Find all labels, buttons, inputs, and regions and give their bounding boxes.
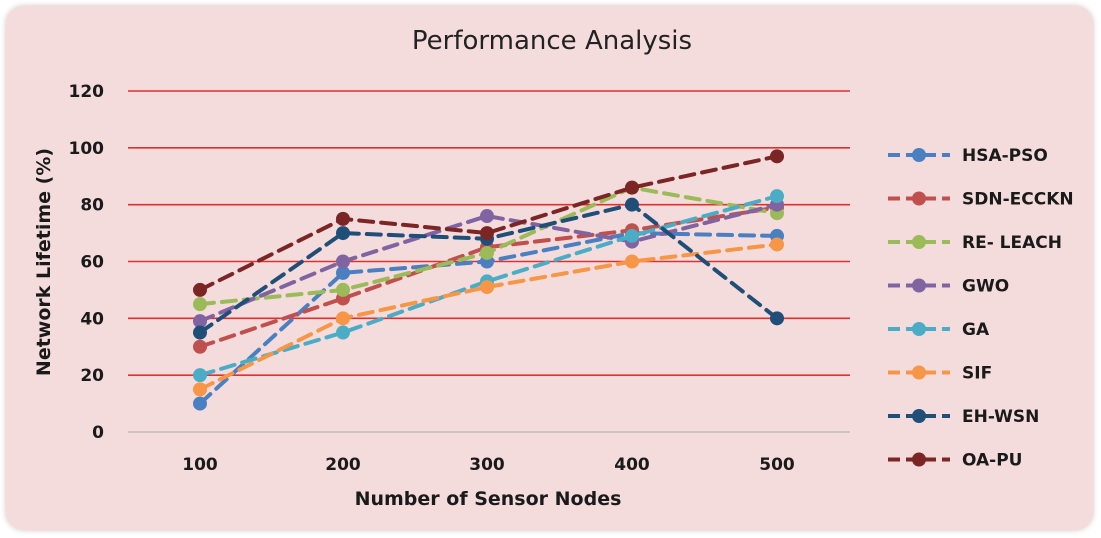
data-point-sif: [193, 382, 207, 397]
legend-swatch-marker: [912, 235, 926, 249]
legend-item-hsa-pso: HSA-PSO: [888, 146, 1048, 166]
data-point-sdn-ecckn: [193, 339, 207, 354]
x-tick-label: 100: [182, 455, 218, 475]
legend-label: OA-PU: [962, 451, 1022, 471]
legend-swatch-marker: [912, 452, 926, 467]
data-point-gwo: [480, 209, 494, 224]
legend-item-sif: SIF: [888, 364, 992, 384]
data-point-sif: [770, 237, 784, 252]
chart-frame: [6, 6, 1093, 530]
series-oa-pu: [193, 149, 784, 297]
data-point-sif: [480, 280, 494, 295]
legend-swatch-marker: [912, 278, 926, 293]
data-point-gwo: [336, 254, 350, 269]
data-point-eh-wsn: [193, 325, 207, 340]
data-point-oa-pu: [336, 211, 350, 226]
data-point-re-leach: [480, 245, 494, 260]
series-re-leach: [193, 180, 784, 312]
legend-label: GA: [962, 320, 990, 340]
data-point-oa-pu: [480, 226, 494, 241]
y-tick-label: 100: [69, 139, 105, 159]
legend-label: EH-WSN: [962, 407, 1039, 427]
series-line-eh-wsn: [198, 202, 779, 335]
legend-swatch-marker: [912, 365, 926, 380]
y-axis-ticks: 0 20 40 60 80 100 120: [69, 82, 105, 443]
x-axis-ticks: 100 200 300 400 500: [182, 455, 795, 475]
data-point-re-leach: [193, 297, 207, 312]
data-point-ga: [193, 368, 207, 383]
legend-item-eh-wsn: EH-WSN: [888, 407, 1039, 427]
series-line-gwo: [198, 202, 779, 324]
data-point-eh-wsn: [625, 197, 639, 212]
series-lines: [193, 149, 784, 411]
data-point-oa-pu: [770, 149, 784, 164]
data-point-ga: [336, 325, 350, 340]
y-tick-label: 20: [80, 366, 104, 386]
series-line-ga: [198, 194, 779, 378]
series-sif: [193, 237, 784, 397]
x-tick-label: 400: [614, 455, 650, 475]
x-tick-label: 300: [469, 455, 505, 475]
legend-swatch-marker: [912, 191, 926, 206]
series-line-oa-pu: [198, 154, 779, 292]
data-point-eh-wsn: [336, 226, 350, 241]
data-point-sif: [336, 311, 350, 326]
data-point-eh-wsn: [770, 311, 784, 326]
legend-item-ga: GA: [888, 320, 990, 340]
legend-label: GWO: [962, 277, 1009, 297]
legend-item-re-leach: RE- LEACH: [888, 233, 1062, 253]
legend-label: RE- LEACH: [962, 233, 1062, 253]
y-tick-label: 60: [80, 253, 104, 273]
legend-swatch-marker: [912, 322, 926, 336]
legend-swatch-marker: [912, 148, 926, 162]
data-point-hsa-pso: [193, 396, 207, 411]
data-point-hsa-pso: [336, 265, 350, 280]
data-point-ga: [625, 228, 639, 243]
y-tick-label: 120: [69, 82, 105, 102]
x-tick-label: 200: [325, 455, 361, 475]
data-point-oa-pu: [193, 282, 207, 297]
legend-swatch-marker: [912, 409, 926, 423]
legend-item-gwo: GWO: [888, 277, 1009, 297]
data-point-re-leach: [336, 282, 350, 297]
chart-title: Performance Analysis: [412, 26, 692, 56]
grid-lines: [128, 90, 850, 433]
x-axis-label: Number of Sensor Nodes: [355, 488, 622, 510]
legend-label: HSA-PSO: [962, 146, 1048, 166]
y-axis-label: Network Lifetime (%): [33, 148, 55, 376]
data-point-ga: [770, 189, 784, 204]
legend-item-oa-pu: OA-PU: [888, 451, 1022, 471]
y-tick-label: 40: [80, 309, 104, 329]
y-tick-label: 0: [92, 423, 104, 443]
legend: HSA-PSO SDN-ECCKN RE- LEACH GWO GA SIF EH-WSN O…: [888, 146, 1074, 471]
series-ga: [193, 189, 784, 383]
x-tick-label: 500: [759, 455, 795, 475]
legend-label: SIF: [962, 364, 992, 384]
legend-label: SDN-ECCKN: [962, 190, 1074, 210]
data-point-sif: [625, 254, 639, 269]
y-tick-label: 80: [80, 196, 104, 216]
data-point-gwo: [193, 314, 207, 329]
data-point-oa-pu: [625, 180, 639, 195]
legend-item-sdn-ecckn: SDN-ECCKN: [888, 190, 1074, 210]
